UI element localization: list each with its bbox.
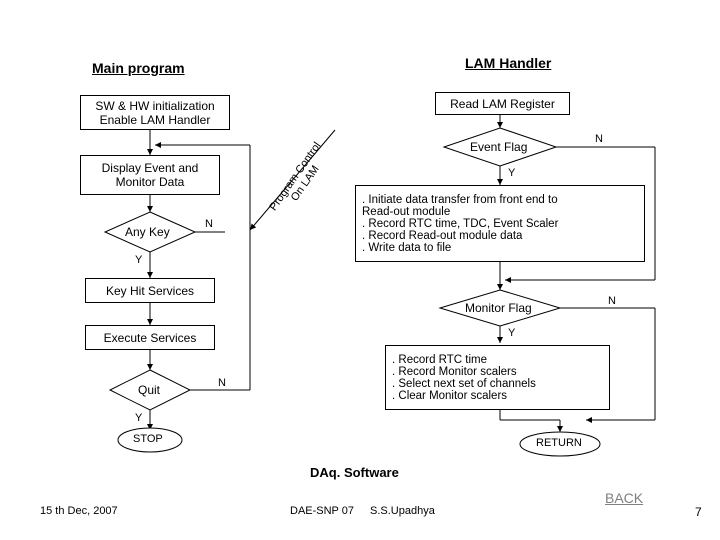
event-flag-y: Y — [508, 167, 515, 179]
any-key-label: Any Key — [125, 225, 170, 239]
event-flag-label: Event Flag — [470, 140, 527, 154]
record-box: . Record RTC time . Record Monitor scale… — [385, 345, 610, 410]
monitor-flag-label: Monitor Flag — [465, 301, 532, 315]
back-link[interactable]: BACK — [605, 490, 643, 506]
footer-date: 15 th Dec, 2007 — [40, 505, 118, 517]
quit-y: Y — [135, 412, 142, 424]
monitor-flag-n: N — [608, 295, 616, 307]
slide-number: 7 — [695, 505, 702, 519]
quit-n: N — [218, 377, 226, 389]
footer-center: DAE-SNP 07 — [290, 505, 354, 517]
program-control-label: Program Control On LAM — [267, 140, 333, 220]
any-key-n: N — [205, 218, 213, 230]
stop-label: STOP — [133, 433, 163, 445]
initiate-box: . Initiate data transfer from front end … — [355, 185, 645, 262]
event-flag-n: N — [595, 133, 603, 145]
return-label: RETURN — [536, 437, 582, 449]
lam-handler-title: LAM Handler — [465, 55, 551, 71]
footer-author: S.S.Upadhya — [370, 505, 435, 517]
read-lam-box: Read LAM Register — [435, 92, 570, 115]
caption: DAq. Software — [310, 465, 399, 480]
execute-box: Execute Services — [85, 325, 215, 350]
any-key-y: Y — [135, 254, 142, 266]
flowchart-connectors — [0, 0, 720, 540]
monitor-flag-y: Y — [508, 327, 515, 339]
display-box: Display Event and Monitor Data — [80, 155, 220, 195]
quit-label: Quit — [138, 383, 160, 397]
init-box: SW & HW initialization Enable LAM Handle… — [80, 95, 230, 130]
key-hit-box: Key Hit Services — [85, 278, 215, 303]
main-program-title: Main program — [92, 60, 185, 76]
